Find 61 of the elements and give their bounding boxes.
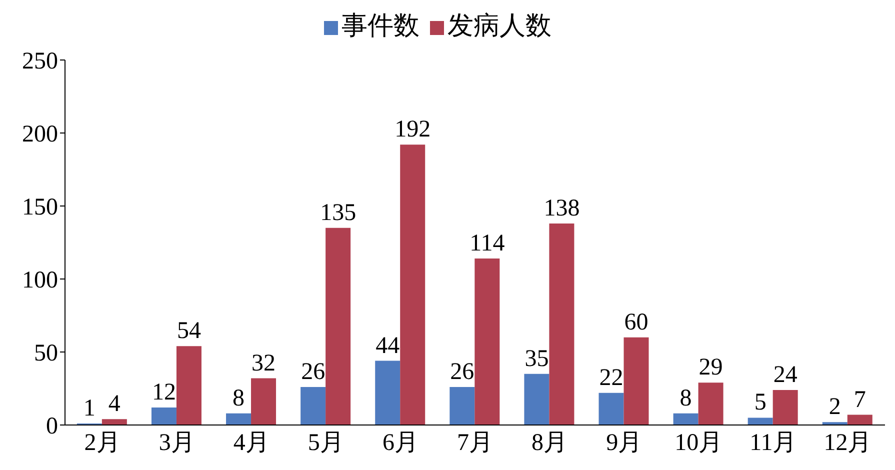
data-label: 135 [320,200,356,226]
data-label: 60 [624,309,648,336]
y-tick-label: 250 [22,48,58,75]
y-tick-label: 100 [22,268,58,294]
bar [375,360,400,425]
bar [772,390,798,425]
x-tick-label: 3月 [158,430,195,456]
x-tick-label: 12月 [824,430,872,456]
x-tick-label: 7月 [457,430,493,456]
data-label: 35 [524,346,549,372]
x-tick-label: 11月 [750,430,797,456]
data-label: 8 [680,385,692,412]
bar [151,407,176,425]
y-tick-label: 50 [34,340,58,367]
bar [226,413,252,425]
y-tick-label: 200 [22,122,58,148]
bar [847,414,872,425]
bar [748,418,773,425]
legend-label: 发病人数 [448,11,552,40]
x-tick-label: 5月 [308,430,344,456]
bar [450,387,475,425]
y-tick-label: 150 [22,194,58,221]
data-label: 2 [828,394,841,420]
y-tick-label: 0 [46,414,58,440]
data-label: 5 [754,390,766,416]
bar [400,144,426,425]
data-label: 12 [152,379,176,406]
data-label: 114 [470,230,505,257]
data-label: 32 [252,350,276,376]
bar [598,392,624,425]
data-label: 192 [394,116,431,143]
bar [524,374,550,425]
x-tick-label: 9月 [606,430,642,456]
data-label: 22 [599,364,624,391]
bar [326,228,351,425]
data-label: 4 [108,391,120,418]
data-label: 29 [698,354,723,381]
bar [300,387,326,425]
data-label: 54 [176,318,201,344]
data-label: 8 [232,385,245,412]
bar [251,378,276,425]
bar [624,337,649,425]
data-label: 26 [301,359,326,386]
data-label: 24 [773,362,798,388]
data-label: 7 [854,386,866,413]
bar [673,413,698,425]
x-tick-label: 8月 [532,430,568,456]
bar [102,419,127,425]
legend-label: 事件数 [342,11,420,40]
data-label: 138 [544,196,580,222]
data-label: 26 [450,359,474,386]
bar [549,224,574,425]
bar [176,346,202,425]
bar [474,258,500,425]
x-tick-label: 4月 [233,430,270,456]
x-tick-label: 10月 [674,430,723,456]
bar [698,382,724,425]
data-label: 1 [83,396,96,422]
x-tick-label: 6月 [382,430,418,456]
data-label: 44 [376,332,400,359]
x-tick-label: 2月 [84,430,120,456]
